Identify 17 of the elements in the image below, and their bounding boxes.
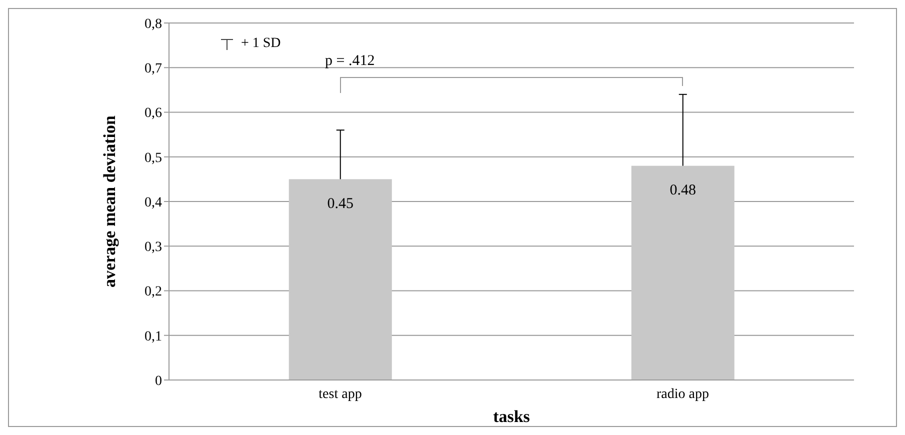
annotation: p = .412	[325, 53, 375, 70]
x-axis-title: tasks	[493, 407, 530, 426]
y-tick-label: 0,1	[144, 329, 162, 344]
annotation: + 1 SD	[241, 36, 281, 52]
y-tick-label: 0,7	[144, 62, 162, 77]
x-tick-label: radio app	[656, 386, 709, 402]
y-tick-label: 0,3	[144, 240, 162, 256]
data-label: 0.45	[327, 196, 354, 212]
y-tick-label: 0,5	[144, 150, 162, 166]
y-tick-label: 0,2	[144, 284, 162, 300]
y-tick-label: 0,4	[144, 195, 162, 210]
y-tick-label: 0,8	[144, 16, 162, 32]
y-axis-title: average mean deviation	[100, 115, 120, 288]
y-tick-label: 0,6	[144, 106, 162, 122]
data-label: 0.48	[670, 182, 696, 198]
x-tick-label: test app	[318, 386, 362, 402]
y-tick-label: 0	[155, 374, 162, 389]
